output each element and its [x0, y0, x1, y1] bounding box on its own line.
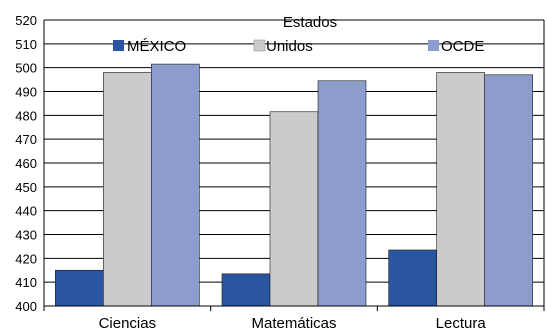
- legend-label-mexico: MÉXICO: [127, 38, 186, 55]
- legend-swatch-estados-unidos: [253, 39, 266, 52]
- legend: Estados MÉXICO Unidos OCDE: [113, 14, 484, 55]
- y-tick-label: 490: [15, 85, 37, 100]
- y-tick-label: 520: [15, 13, 37, 28]
- y-tick-label: 400: [15, 299, 37, 314]
- bar-ocde-1: [317, 80, 367, 307]
- category-label: Matemáticas: [251, 315, 336, 330]
- category-labels: Ciencias Matemáticas Lectura: [99, 315, 487, 330]
- y-tick-label: 450: [15, 180, 37, 195]
- legend-swatch-mexico: [113, 40, 124, 51]
- bar-méxico-1: [221, 273, 271, 307]
- category-label: Ciencias: [99, 315, 157, 330]
- y-tick-label: 430: [15, 228, 37, 243]
- y-tick-label: 510: [15, 37, 37, 52]
- y-tick-labels: 400 410 420 430 440 450 460 470 480 490 500 510 520: [15, 13, 37, 314]
- category-label: Lectura: [436, 315, 487, 330]
- legend-label-unidos: Unidos: [266, 38, 313, 55]
- bar-estados-unidos-2: [436, 72, 485, 307]
- y-tick-label: 460: [15, 156, 37, 171]
- legend-label-estados: Estados: [283, 14, 337, 31]
- bar-méxico-0: [55, 269, 104, 307]
- y-tick-label: 410: [15, 275, 37, 290]
- bar-estados-unidos-1: [269, 111, 319, 307]
- bar-estados-unidos-0: [103, 72, 152, 307]
- y-tick-label: 480: [15, 108, 37, 123]
- y-tick-label: 420: [15, 251, 37, 266]
- bar-méxico-2: [388, 249, 437, 307]
- y-tick-label: 470: [15, 132, 37, 147]
- legend-swatch-ocde: [428, 40, 439, 51]
- legend-label-ocde: OCDE: [441, 38, 484, 55]
- y-tick-label: 440: [15, 204, 37, 219]
- bar-ocde-0: [151, 63, 200, 307]
- axes: [43, 20, 545, 311]
- y-tick-label: 500: [15, 61, 37, 76]
- bar-ocde-2: [484, 74, 533, 307]
- bars: [55, 63, 533, 307]
